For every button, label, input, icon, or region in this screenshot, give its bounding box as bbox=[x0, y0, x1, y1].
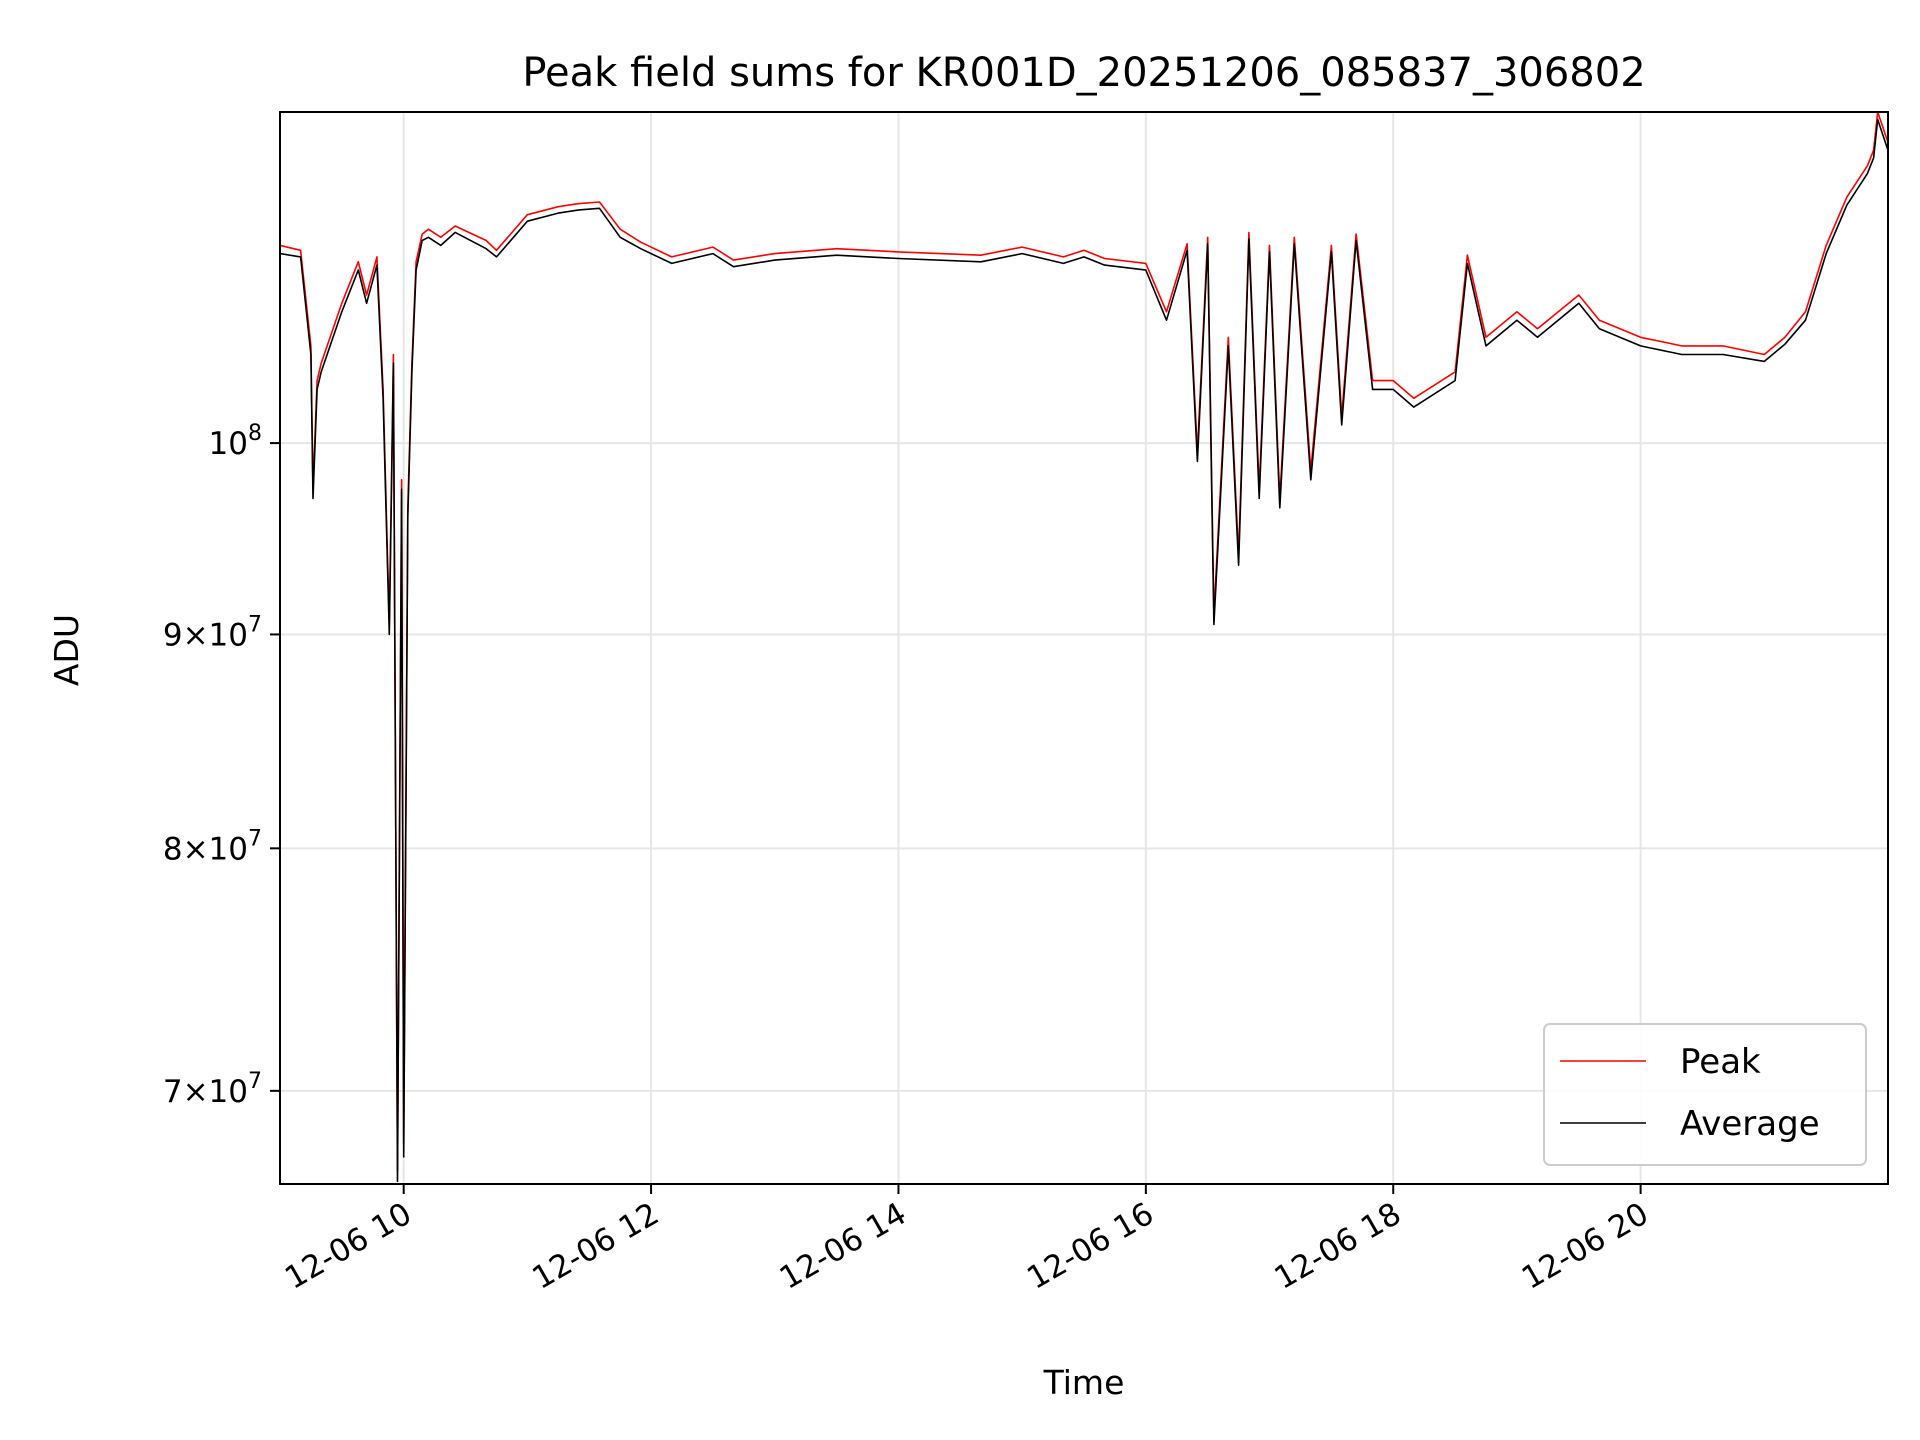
x-tick-label: 12-06 12 bbox=[526, 1196, 665, 1297]
plot-frame bbox=[279, 111, 1889, 1185]
x-tick-label: 12-06 10 bbox=[279, 1196, 418, 1297]
y-tick-label: 108 bbox=[209, 421, 262, 462]
x-tick-label: 12-06 14 bbox=[774, 1196, 913, 1297]
y-axis-title: ADU bbox=[47, 614, 86, 686]
series-line-average bbox=[280, 118, 1888, 1183]
x-tick-label: 12-06 18 bbox=[1269, 1196, 1408, 1297]
y-tick-label: 7×107 bbox=[163, 1069, 262, 1110]
x-axis-title: Time bbox=[1043, 1363, 1125, 1402]
series-lines bbox=[280, 112, 1888, 1183]
x-tick-label: 12-06 16 bbox=[1021, 1196, 1160, 1297]
series-line-peak bbox=[280, 112, 1888, 1172]
legend-peak-label: Peak bbox=[1680, 1042, 1761, 1082]
legend: Peak Average bbox=[1543, 1023, 1867, 1166]
x-tick-label: 12-06 20 bbox=[1516, 1196, 1655, 1297]
chart-title: Peak field sums for KR001D_20251206_0858… bbox=[522, 50, 1645, 96]
grid bbox=[280, 112, 1888, 1184]
legend-box bbox=[1543, 1023, 1867, 1166]
y-tick-label: 8×107 bbox=[163, 826, 262, 867]
y-tick-label: 9×107 bbox=[163, 612, 262, 653]
legend-average-label: Average bbox=[1680, 1104, 1820, 1144]
